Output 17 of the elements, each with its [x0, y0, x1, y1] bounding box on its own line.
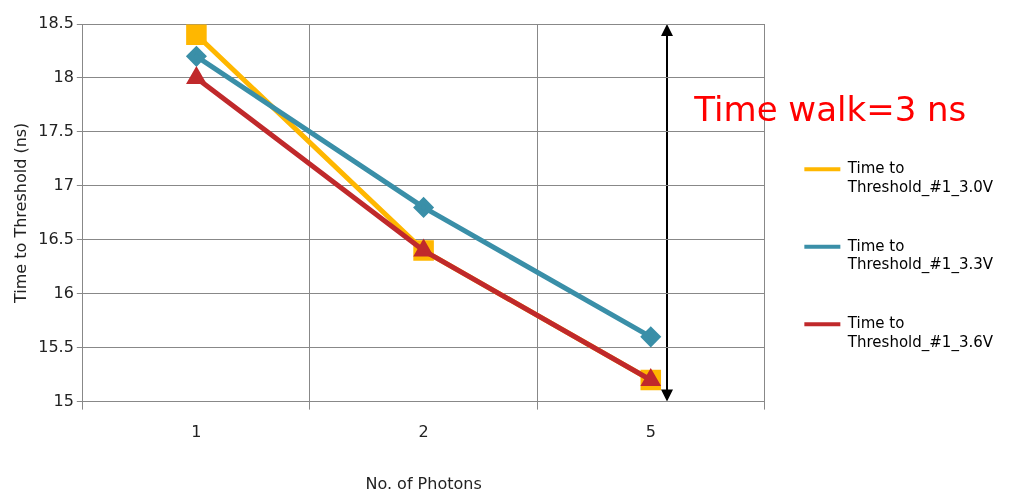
legend-label: Time to Threshold_#1_3.3V — [846, 236, 994, 275]
y-tick-label: 17.5 — [38, 121, 74, 141]
x-axis-title: No. of Photons — [365, 473, 482, 493]
y-tick-label: 16 — [53, 282, 74, 302]
x-tick-label: 1 — [191, 422, 202, 442]
y-tick-label: 16.5 — [38, 228, 74, 248]
annotation: Time walk=3 ns — [693, 88, 967, 129]
y-tick-label: 18.5 — [38, 13, 74, 33]
y-tick-label: 18 — [53, 67, 74, 87]
y-tick-label: 15.5 — [38, 336, 74, 356]
y-tick-label: 17 — [53, 174, 74, 194]
x-tick-label: 2 — [418, 422, 429, 442]
legend-label: Time to Threshold_#1_3.0V — [846, 159, 994, 197]
y-axis-title: Time to Threshold (ns) — [10, 122, 30, 304]
x-tick-label: 5 — [645, 422, 656, 442]
legend-label: Time to Threshold_#1_3.6V — [846, 314, 994, 352]
y-tick-label: 15 — [53, 390, 74, 410]
